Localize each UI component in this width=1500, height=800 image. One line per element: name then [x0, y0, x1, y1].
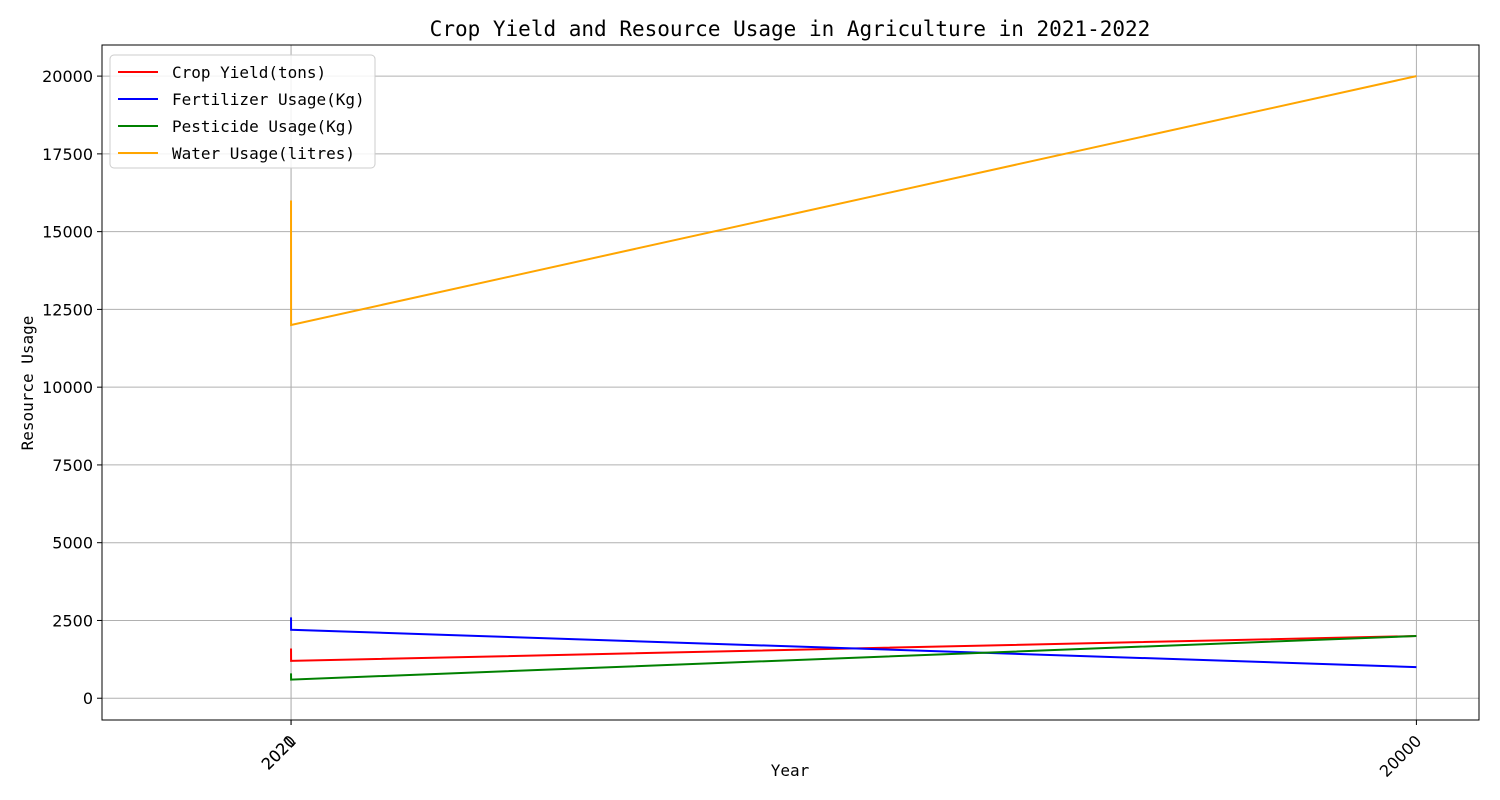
series-line [290, 75, 1417, 327]
series-line [290, 635, 1417, 681]
legend-label: Fertilizer Usage(Kg) [172, 90, 365, 109]
x-tick-label: 2021 [258, 731, 300, 773]
series-line [290, 617, 1417, 669]
legend: Crop Yield(tons) Fertilizer Usage(Kg) Pest… [109, 54, 376, 169]
legend-label: Crop Yield(tons) [172, 63, 326, 82]
y-tick-label: 20000 [42, 67, 93, 86]
legend-label: Pesticide Usage(Kg) [172, 117, 355, 136]
legend-label: Water Usage(litres) [172, 144, 355, 163]
y-tick-label: 5000 [52, 534, 93, 553]
y-tick-label: 10000 [42, 378, 93, 397]
x-tick-label: 20000 [1376, 731, 1425, 780]
x-axis-label: Year [771, 761, 810, 780]
y-tick-label: 7500 [52, 456, 93, 475]
chart-title: Crop Yield and Resource Usage in Agricul… [430, 17, 1151, 41]
legend-box [109, 54, 376, 169]
series-lines [290, 75, 1417, 681]
y-tick-label: 2500 [52, 611, 93, 630]
y-tick-label: 17500 [42, 145, 93, 164]
y-tick-label: 15000 [42, 223, 93, 242]
y-axis-ticks: 0 2500 5000 7500 10000 12500 15000 17500 20000 [42, 67, 102, 708]
y-tick-label: 12500 [42, 300, 93, 319]
y-tick-label: 0 [83, 689, 93, 708]
plot-frame [101, 44, 1480, 721]
series-line [290, 635, 1417, 662]
y-axis-label: Resource Usage [18, 316, 37, 451]
